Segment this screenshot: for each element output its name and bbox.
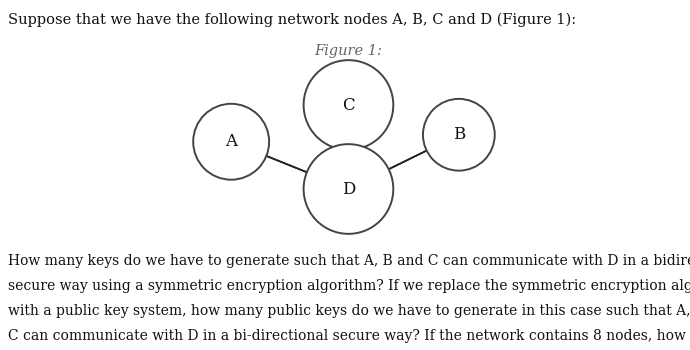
Ellipse shape	[304, 144, 393, 234]
Text: C can communicate with D in a bi-directional secure way? If the network contains: C can communicate with D in a bi-directi…	[8, 329, 690, 343]
Text: Suppose that we have the following network nodes A, B, C and D (Figure 1):: Suppose that we have the following netwo…	[8, 12, 576, 27]
Text: B: B	[453, 126, 465, 143]
Text: with a public key system, how many public keys do we have to generate in this ca: with a public key system, how many publi…	[8, 304, 690, 318]
Ellipse shape	[193, 104, 269, 180]
Ellipse shape	[304, 60, 393, 150]
Text: D: D	[342, 181, 355, 197]
Text: How many keys do we have to generate such that A, B and C can communicate with D: How many keys do we have to generate suc…	[8, 254, 690, 268]
Text: A: A	[225, 133, 237, 150]
Text: secure way using a symmetric encryption algorithm? If we replace the symmetric e: secure way using a symmetric encryption …	[8, 279, 690, 293]
Ellipse shape	[423, 99, 495, 171]
Text: Figure 1:: Figure 1:	[315, 44, 382, 58]
Text: C: C	[342, 97, 355, 113]
